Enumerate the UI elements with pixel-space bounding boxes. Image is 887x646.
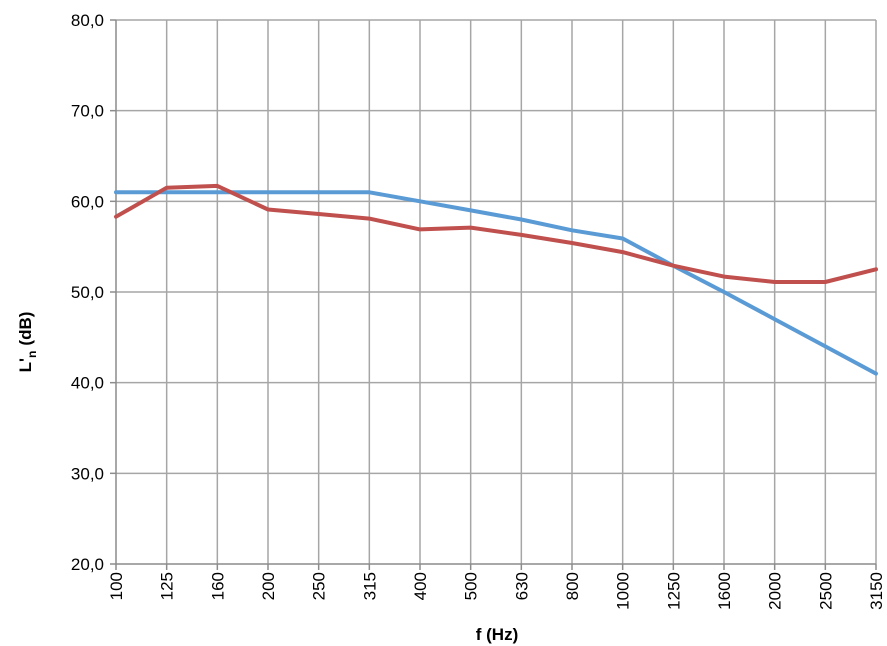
x-tick-label: 100	[107, 572, 126, 600]
x-tick-labels: 100 125 160 200 250 315 400 500 630 800 1000 1250 16…	[107, 572, 886, 610]
x-tick-label: 1600	[715, 572, 734, 610]
y-tick-label: 50,0	[71, 283, 104, 302]
x-tick-label: 1000	[614, 572, 633, 610]
x-tick-label: 400	[411, 572, 430, 600]
x-tick-label: 250	[310, 572, 329, 600]
x-tick-label: 3150	[867, 572, 886, 610]
x-tick-label: 125	[158, 572, 177, 600]
y-tick-label: 70,0	[71, 102, 104, 121]
svg-text:L'n(dB): L'n (dB)	[16, 312, 39, 373]
axes	[110, 19, 877, 570]
y-axis-label-unit: (dB)	[16, 312, 35, 346]
y-tick-label: 40,0	[71, 374, 104, 393]
x-tick-label: 2500	[816, 572, 835, 610]
series-line-1	[114, 190, 878, 376]
y-tick-label: 80,0	[71, 11, 104, 30]
x-tick-label: 160	[208, 572, 227, 600]
x-tick-label: 500	[462, 572, 481, 600]
x-axis-label: f (Hz)	[476, 625, 518, 644]
y-tick-labels: 20,0 30,0 40,0 50,0 60,0 70,0 80,0	[71, 11, 104, 574]
y-tick-label: 20,0	[71, 555, 104, 574]
x-tick-label: 315	[360, 572, 379, 600]
x-tick-label: 1250	[664, 572, 683, 610]
series-line-2	[114, 183, 878, 284]
x-tick-label: 800	[563, 572, 582, 600]
y-axis-label-main: L'	[16, 358, 35, 372]
x-tick-label: 200	[259, 572, 278, 600]
y-axis-label: L'n (dB)	[16, 312, 39, 373]
grid	[116, 19, 877, 564]
series-lines	[114, 183, 878, 376]
x-tick-label: 2000	[766, 572, 785, 610]
x-tick-label: 630	[512, 572, 531, 600]
y-tick-label: 60,0	[71, 192, 104, 211]
y-tick-label: 30,0	[71, 464, 104, 483]
y-axis-label-sub: n	[25, 351, 39, 358]
